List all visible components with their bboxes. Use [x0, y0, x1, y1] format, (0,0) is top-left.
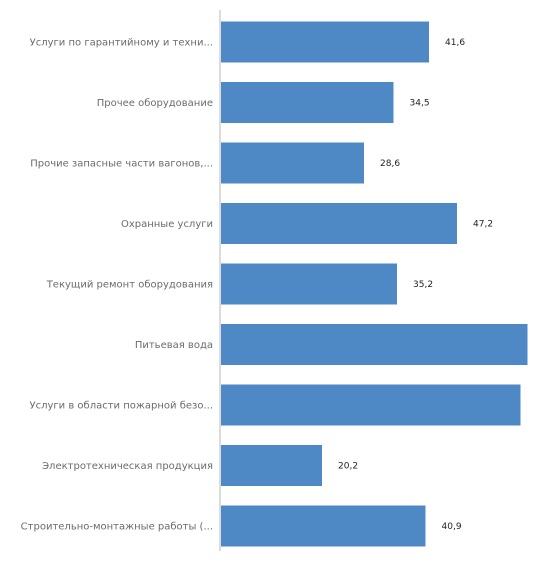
bar-4 [221, 263, 397, 305]
bar-5 [221, 324, 528, 365]
category-label-2: Прочие запасные части вагонов,... [30, 159, 213, 170]
bar-7 [221, 445, 322, 486]
category-label-1: Прочее оборудование [97, 98, 213, 109]
value-label-0: 41,6 [445, 38, 465, 48]
category-label-0: Услуги по гарантийному и техни... [30, 38, 213, 49]
category-label-3: Охранные услуги [121, 219, 213, 230]
category-label-6: Услуги в области пожарной безо... [30, 401, 213, 412]
bar-8 [221, 505, 426, 547]
bar-1 [221, 82, 394, 123]
category-label-5: Питьевая вода [135, 340, 213, 351]
category-label-8: Строительно-монтажные работы (... [21, 522, 213, 533]
category-label-4: Текущий ремонт оборудования [46, 280, 213, 291]
chart-marks: Услуги по гарантийному и техни... 41,6 Про… [21, 21, 528, 547]
bar-3 [221, 203, 457, 244]
value-label-2: 28,6 [380, 159, 400, 169]
bar-0 [221, 21, 429, 63]
value-label-7: 20,2 [338, 462, 358, 472]
value-label-4: 35,2 [413, 280, 433, 290]
bar-6 [221, 384, 521, 426]
value-label-1: 34,5 [410, 99, 430, 109]
value-label-8: 40,9 [442, 522, 462, 532]
category-label-7: Электротехническая продукция [42, 461, 213, 472]
bar-2 [221, 142, 364, 184]
value-label-3: 47,2 [473, 220, 493, 230]
